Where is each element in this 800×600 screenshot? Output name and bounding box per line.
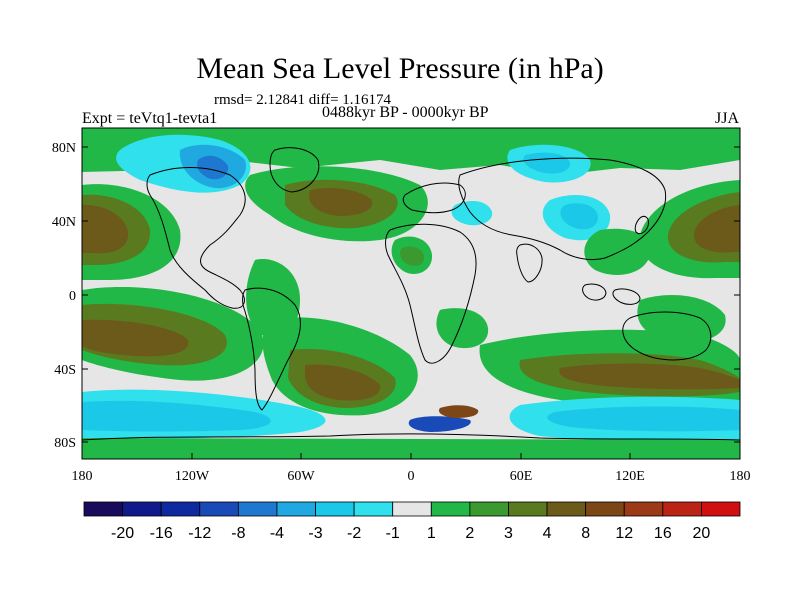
colorbar-label: -4	[270, 525, 284, 542]
colorbar-label: 8	[581, 525, 590, 542]
tropical-east-green	[584, 228, 651, 275]
colorbar-box	[122, 501, 162, 517]
colorbar-label: 2	[465, 525, 474, 542]
colorbar-label: 3	[504, 525, 513, 542]
lat-label-80s: 80S	[54, 436, 76, 451]
stats-line: rmsd= 2.12841 diff= 1.16174	[214, 92, 392, 108]
colorbar-label: -8	[231, 525, 245, 542]
colorbar-labels: -20 -16 -12 -8 -4 -3 -2 -1 1 2 3 4 8 12 16 20	[111, 525, 710, 542]
southern-ocean-blue	[82, 400, 271, 432]
lon-label-0: 0	[408, 469, 415, 484]
arctic-dark-blue	[197, 155, 229, 180]
map-title: Mean Sea Level Pressure (in hPa)	[196, 52, 604, 85]
colorbar-label: 4	[543, 525, 552, 542]
lat-label-40n: 40N	[52, 215, 76, 230]
colorbar	[83, 501, 741, 517]
central-africa-green	[436, 308, 489, 349]
lon-label-120e: 120E	[615, 469, 645, 484]
np-east-brown	[694, 205, 740, 253]
colorbar-box	[430, 501, 471, 517]
colorbar-box	[546, 501, 587, 517]
lon-label-180e: 180	[730, 469, 751, 484]
colorbar-box	[353, 501, 394, 517]
season-label: JJA	[715, 110, 740, 127]
colorbar-box	[623, 501, 664, 517]
antarctic-small-highs	[438, 405, 479, 418]
indian-ocean-brown	[559, 363, 740, 390]
np-west-brown	[82, 204, 129, 254]
colorbar-box	[276, 501, 316, 517]
colorbar-label: -3	[308, 525, 322, 542]
colorbar-box	[662, 501, 702, 517]
south-atlantic-brown	[305, 364, 381, 401]
west-asia-olive	[399, 246, 424, 266]
colorbar-label: 20	[693, 525, 711, 542]
colorbar-box	[199, 501, 239, 517]
lat-ticks	[82, 146, 740, 443]
colorbar-box	[392, 501, 432, 517]
colorbar-label: -2	[347, 525, 361, 542]
coastlines	[82, 147, 740, 441]
south-pacific-brown	[82, 319, 189, 357]
lon-label-180w: 180	[72, 469, 93, 484]
lon-label-60w: 60W	[287, 469, 315, 484]
experiment-label: Expt = teVtq1-tevta1	[82, 110, 218, 127]
colorbar-box	[237, 501, 278, 517]
colorbar-box	[83, 501, 123, 517]
lat-label-80n: 80N	[52, 141, 76, 156]
colorbar-box	[469, 501, 509, 517]
colorbar-label: -1	[386, 525, 400, 542]
colorbar-label: -20	[111, 525, 134, 542]
australia-green	[637, 295, 726, 343]
period-label: 0488kyr BP - 0000kyr BP	[322, 104, 489, 121]
antarctic-small-lows	[408, 416, 471, 432]
southern-ocean-blue-east	[547, 406, 740, 432]
central-asia-blue	[560, 203, 598, 230]
colorbar-label: -12	[188, 525, 211, 542]
antarctic-green-strip	[82, 438, 740, 459]
colorbar-label: 12	[615, 525, 633, 542]
colorbar-box	[508, 501, 548, 517]
lon-label-120w: 120W	[175, 469, 210, 484]
mediterranean-cyan	[451, 200, 493, 226]
colorbar-box	[701, 501, 741, 517]
colorbar-box	[315, 501, 355, 517]
colorbar-box	[160, 501, 201, 517]
north-atlantic-brown	[309, 188, 373, 216]
colorbar-box	[585, 501, 625, 517]
colorbar-label: 1	[427, 525, 436, 542]
south-america-green	[246, 259, 300, 339]
colorbar-label: -16	[150, 525, 173, 542]
lon-ticks	[81, 453, 741, 459]
pressure-field	[82, 128, 740, 459]
colorbar-label: 16	[654, 525, 672, 542]
lat-label-0: 0	[69, 289, 76, 304]
lon-label-60e: 60E	[510, 469, 533, 484]
lat-label-40s: 40S	[54, 363, 76, 378]
